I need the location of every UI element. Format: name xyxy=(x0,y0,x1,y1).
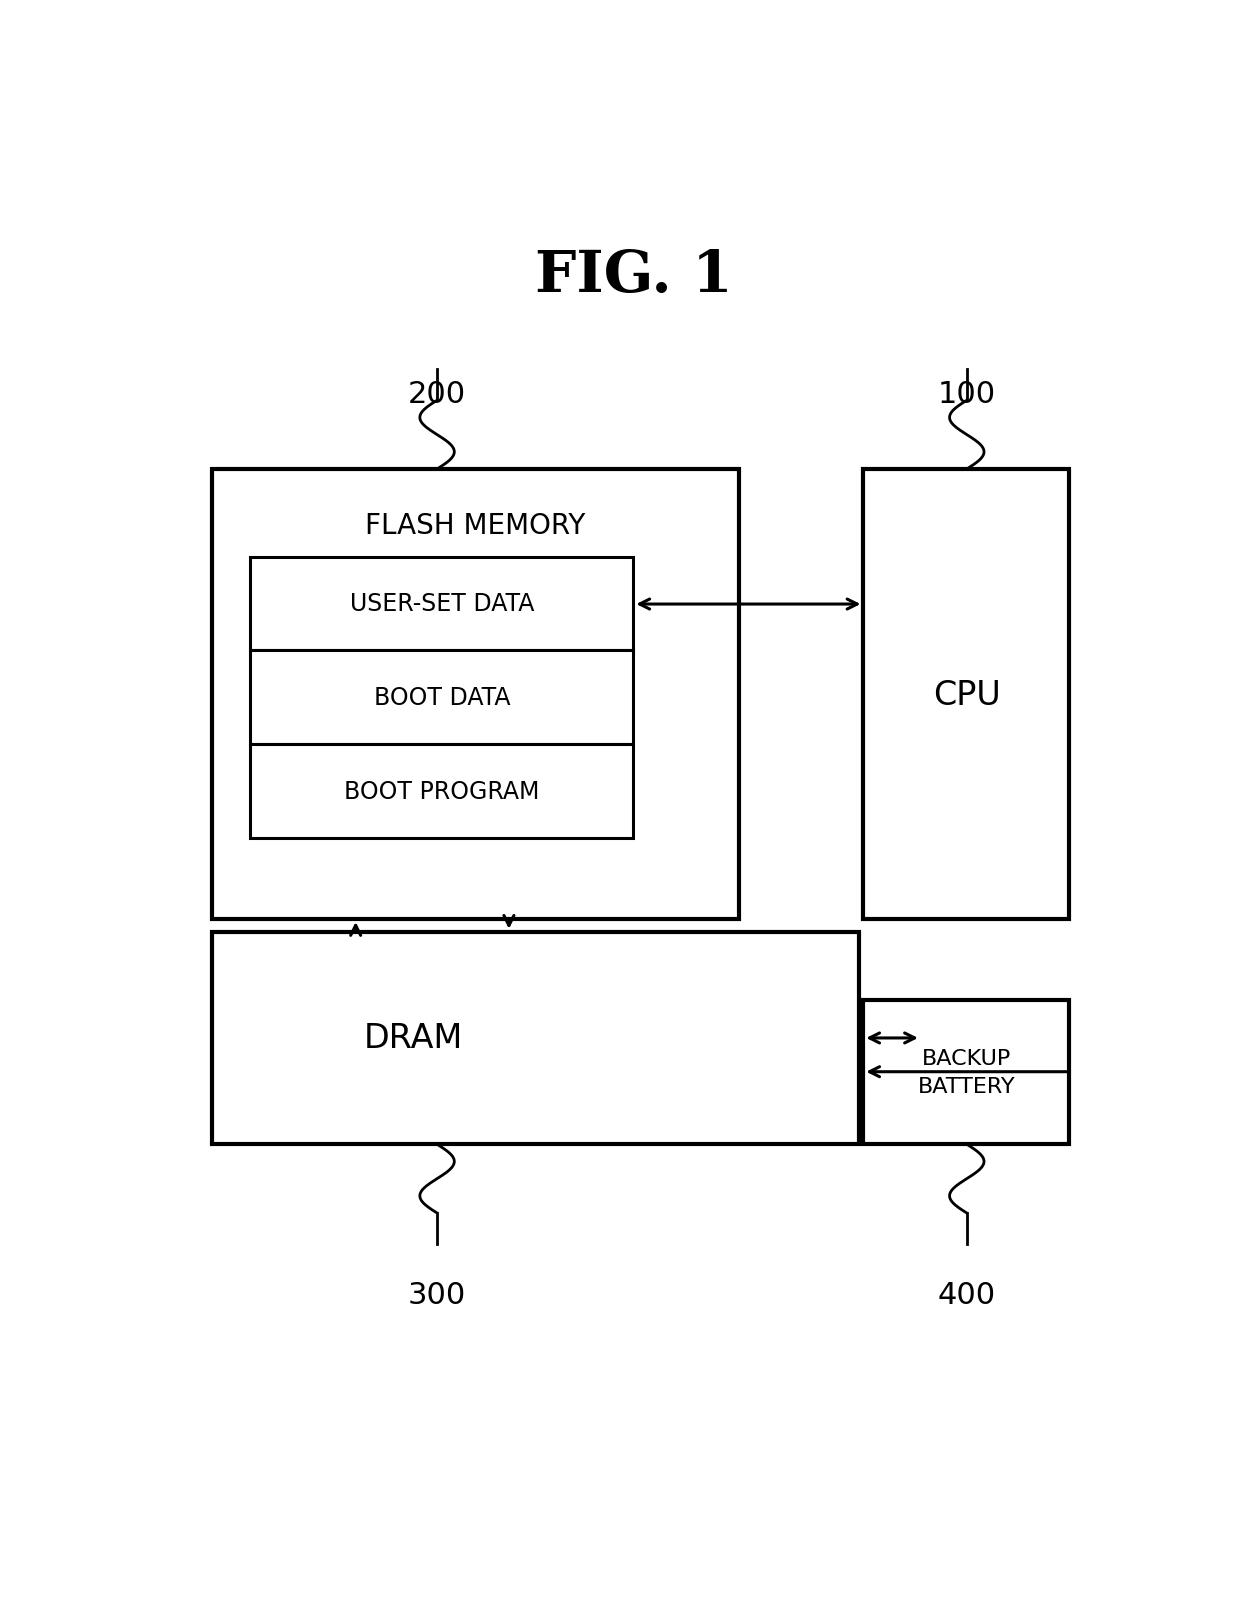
Text: 100: 100 xyxy=(938,380,996,409)
Text: USER-SET DATA: USER-SET DATA xyxy=(350,592,534,617)
Bar xyxy=(213,469,739,920)
Text: FIG. 1: FIG. 1 xyxy=(535,248,732,304)
Text: 300: 300 xyxy=(408,1281,466,1310)
Bar xyxy=(250,557,634,651)
Bar xyxy=(250,651,634,745)
Bar xyxy=(250,745,634,839)
Text: BOOT PROGRAM: BOOT PROGRAM xyxy=(344,779,540,803)
Text: DRAM: DRAM xyxy=(363,1022,462,1055)
Bar xyxy=(213,932,859,1144)
Text: 200: 200 xyxy=(408,380,466,409)
Text: CPU: CPU xyxy=(933,678,1001,711)
Text: BOOT DATA: BOOT DATA xyxy=(373,687,510,709)
Text: 400: 400 xyxy=(938,1281,996,1310)
Bar xyxy=(863,469,1069,920)
Text: FLASH MEMORY: FLASH MEMORY xyxy=(365,511,586,540)
Text: BACKUP
BATTERY: BACKUP BATTERY xyxy=(918,1048,1016,1096)
Bar xyxy=(863,1001,1069,1144)
